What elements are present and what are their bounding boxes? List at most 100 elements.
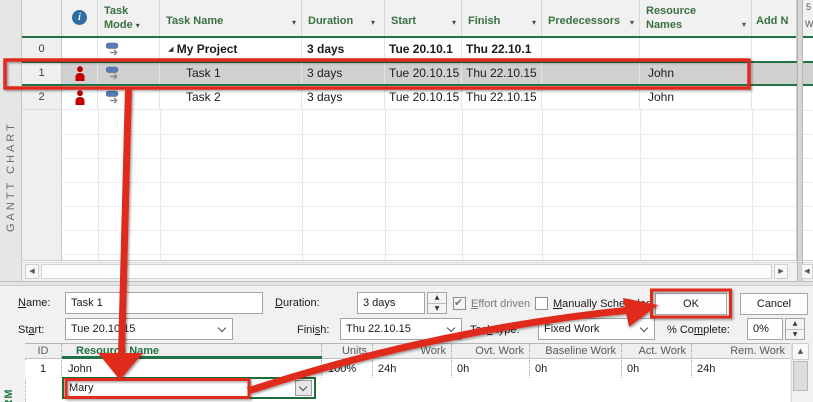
start-header[interactable]: Start ▾ (385, 0, 462, 38)
spinner-up-icon[interactable]: ▲ (792, 320, 798, 327)
spinner-up-icon[interactable]: ▲ (434, 294, 440, 301)
add-new-cell[interactable] (752, 86, 797, 110)
info-column-header[interactable]: i (62, 0, 98, 38)
timescale-header[interactable]: 5 W (803, 0, 813, 36)
resource-name-cell[interactable]: John (62, 360, 322, 378)
resource-names-cell[interactable]: John (640, 86, 752, 110)
resource-names-header[interactable]: Resource Names ▾ (640, 0, 752, 38)
task-name-cell[interactable]: ◢ My Project (160, 38, 302, 62)
row-number[interactable]: 2 (22, 86, 62, 110)
duration-header[interactable]: Duration ▾ (302, 0, 385, 38)
duration-cell[interactable]: 3 days (302, 86, 385, 110)
scroll-right-button[interactable]: ▶ (774, 264, 788, 279)
gantt-chart-view-label[interactable]: GANTT CHART (5, 121, 17, 232)
dropdown-button[interactable] (295, 380, 312, 396)
add-new-column-header[interactable]: Add N (756, 15, 789, 27)
task-type-combobox[interactable]: Fixed Work (538, 318, 655, 340)
resource-name-edit-combobox[interactable]: Mary (62, 377, 316, 399)
start-cell[interactable]: Tue 20.10.15 (385, 86, 462, 110)
duration-stepper[interactable]: ▲ ▼ (427, 292, 447, 314)
finish-header[interactable]: Finish ▾ (462, 0, 542, 38)
finish-cell[interactable]: Thu 22.10.1 (462, 38, 542, 62)
start-combobox[interactable]: Tue 20.10.15 (65, 318, 233, 340)
info-cell[interactable] (62, 62, 98, 86)
duration-cell[interactable]: 3 days (302, 38, 385, 62)
sort-arrow-icon[interactable]: ▾ (741, 20, 746, 29)
resource-names-cell[interactable]: John (640, 62, 752, 86)
gridline (302, 110, 303, 260)
task-name-header[interactable]: Task Name ▾ (160, 0, 302, 38)
sort-arrow-icon[interactable]: ▾ (135, 21, 140, 30)
duration-input[interactable]: 3 days (357, 292, 425, 314)
spinner-down-icon[interactable]: ▼ (428, 303, 446, 314)
resource-names-cell[interactable] (640, 38, 752, 62)
finish-cell[interactable]: Thu 22.10.15 (462, 62, 542, 86)
add-new-cell[interactable] (752, 62, 797, 86)
predecessors-header[interactable]: Predecessors ▾ (542, 0, 640, 38)
task-mode-cell[interactable] (98, 62, 160, 86)
start-cell[interactable]: Tue 20.10.15 (385, 62, 462, 86)
sort-arrow-icon[interactable]: ▾ (291, 18, 296, 27)
cancel-button[interactable]: Cancel (740, 293, 808, 315)
add-new-cell[interactable] (752, 38, 797, 62)
task-name-cell[interactable]: Task 2 (160, 86, 302, 110)
timescale-underline (803, 36, 813, 38)
predecessors-cell[interactable] (542, 62, 640, 86)
expand-triangle-icon[interactable]: ◢ (168, 45, 174, 53)
baseline-work-column-header[interactable]: Baseline Work (530, 344, 622, 358)
predecessors-cell[interactable] (542, 38, 640, 62)
sort-arrow-icon[interactable]: ▾ (451, 18, 456, 27)
work-column-header[interactable]: Work (373, 344, 452, 358)
act-work-column-header[interactable]: Act. Work (622, 344, 692, 358)
sort-arrow-icon[interactable]: ▾ (370, 18, 375, 27)
row-number[interactable]: 0 (22, 38, 62, 62)
sort-arrow-icon[interactable]: ▾ (629, 18, 634, 27)
task-name-cell[interactable]: Task 1 (160, 62, 302, 86)
units-column-header[interactable]: Units (322, 344, 373, 358)
finish-cell[interactable]: Thu 22.10.15 (462, 86, 542, 110)
scroll-up-button[interactable]: ▲ (792, 343, 809, 360)
timeline-scroll-left-button[interactable]: ◀ (801, 264, 813, 279)
duration-cell[interactable]: 3 days (302, 62, 385, 86)
vscrollbar-thumb[interactable] (793, 361, 808, 391)
timescale-tier2: W (805, 19, 813, 29)
name-input[interactable]: Task 1 (65, 292, 263, 314)
predecessors-cell[interactable] (542, 86, 640, 110)
task-mode-header[interactable]: Task Mode ▾ (98, 0, 160, 38)
id-column-header[interactable]: ID (25, 344, 62, 358)
work-cell[interactable]: 24h (373, 360, 452, 378)
gantt-table-header: i Task Mode ▾ Task Name ▾ Duration ▾ Sta… (22, 0, 797, 38)
manually-scheduled-label[interactable]: Manually Scheduled (553, 298, 653, 310)
resource-id-cell[interactable]: 1 (25, 360, 62, 378)
act-work-cell[interactable]: 0h (622, 360, 692, 378)
task-mode-cell[interactable] (98, 86, 160, 110)
info-cell[interactable] (62, 86, 98, 110)
percent-complete-input[interactable]: 0% (747, 318, 783, 340)
task-form-view-label[interactable]: TASK FORM (3, 388, 15, 402)
pane-splitter-vertical[interactable] (797, 0, 803, 281)
finish-combobox[interactable]: Thu 22.10.15 (340, 318, 462, 340)
task-mode-cell[interactable] (98, 38, 160, 62)
pane-splitter-horizontal[interactable] (0, 281, 813, 286)
rem-work-column-header[interactable]: Rem. Work (730, 345, 785, 357)
info-cell[interactable] (62, 38, 98, 62)
ovt-work-column-header[interactable]: Ovt. Work (452, 344, 530, 358)
start-cell[interactable]: Tue 20.10.1 (385, 38, 462, 62)
sort-arrow-icon[interactable]: ▾ (531, 18, 536, 27)
scroll-left-button[interactable]: ◀ (25, 264, 39, 279)
effort-driven-label[interactable]: Effort driven (471, 298, 531, 310)
row-number[interactable]: 1 (22, 62, 62, 86)
manually-scheduled-checkbox[interactable] (535, 297, 548, 310)
row-number-header[interactable] (22, 0, 62, 38)
hscrollbar-thumb[interactable] (41, 264, 772, 279)
baseline-work-cell[interactable]: 0h (530, 360, 622, 378)
percent-complete-stepper[interactable]: ▲ ▼ (785, 318, 805, 340)
rem-work-cell[interactable]: 24h (697, 363, 716, 375)
ovt-work-cell[interactable]: 0h (452, 360, 530, 378)
ok-button[interactable]: OK (655, 293, 727, 315)
units-cell[interactable]: 100% (322, 360, 373, 378)
effort-driven-checkbox[interactable]: ✔ (453, 296, 466, 310)
gridline (803, 158, 813, 159)
spinner-down-icon[interactable]: ▼ (786, 329, 804, 340)
